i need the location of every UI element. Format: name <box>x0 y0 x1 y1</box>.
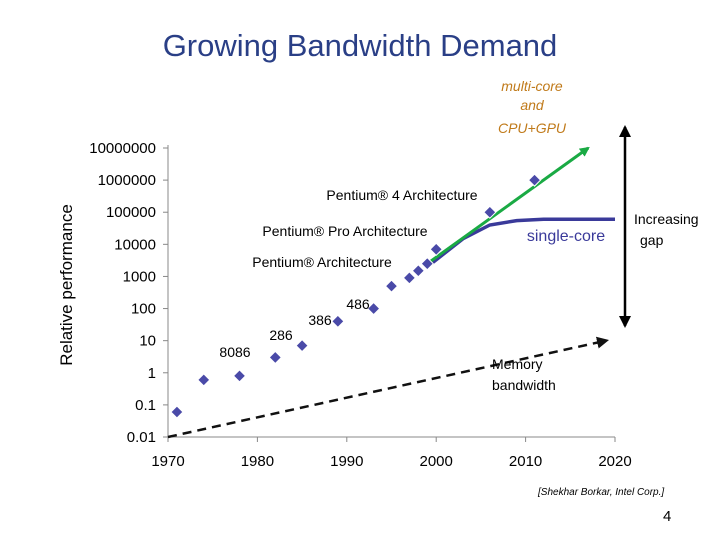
memory-bandwidth-label-1: Memory <box>492 356 543 372</box>
data-point-marker <box>402 271 417 285</box>
increasing-gap-label-2: gap <box>640 232 664 248</box>
data-point-marker <box>411 264 426 278</box>
pentium4-label: Pentium® 4 Architecture <box>326 187 477 203</box>
page-number: 4 <box>663 508 672 525</box>
chip-386-label: 386 <box>308 312 332 328</box>
chip-8086-label: 8086 <box>219 344 250 360</box>
y-tick-label: 10000000 <box>89 140 156 157</box>
chip-286-label: 286 <box>269 327 293 343</box>
citation: [Shekhar Borkar, Intel Corp.] <box>538 487 665 498</box>
data-point-marker <box>420 256 434 271</box>
data-point-marker <box>331 314 345 329</box>
y-tick-label: 100000 <box>106 204 156 221</box>
data-point-marker <box>429 242 443 257</box>
y-axis-label: Relative performance <box>57 204 76 366</box>
y-tick-label: 1000000 <box>98 172 156 189</box>
y-tick-label: 10000 <box>114 236 156 253</box>
y-tick-label: 0.01 <box>127 429 156 446</box>
data-point-marker <box>268 350 282 365</box>
data-point-marker <box>197 373 211 387</box>
y-tick-label: 10 <box>139 333 156 350</box>
data-point-marker <box>483 205 497 219</box>
multicore-arrow <box>426 146 590 265</box>
x-tick-label: 2000 <box>420 453 453 470</box>
y-tick-label: 1000 <box>123 268 156 285</box>
x-tick-label: 1990 <box>330 453 363 470</box>
x-tick-label: 1980 <box>241 453 274 470</box>
chip-486-label: 486 <box>346 296 370 312</box>
increasing-gap-label-1: Increasing <box>634 211 699 227</box>
memory-bandwidth-label-2: bandwidth <box>492 377 556 393</box>
y-tick-label: 100 <box>131 301 156 318</box>
data-point-marker <box>527 173 542 187</box>
multicore-label-3: CPU+GPU <box>498 120 567 136</box>
x-tick-label: 1970 <box>151 453 184 470</box>
data-point-marker <box>232 369 247 383</box>
multicore-label-2: and <box>520 97 545 113</box>
pentium-label: Pentium® Architecture <box>252 254 392 270</box>
single-core-label: single-core <box>527 228 605 245</box>
y-tick-label: 1 <box>148 365 156 382</box>
data-point-marker <box>170 405 184 419</box>
multicore-label-1: multi-core <box>501 78 563 94</box>
data-point-marker <box>295 338 309 353</box>
data-point-marker <box>384 279 399 293</box>
pentium-pro-label: Pentium® Pro Architecture <box>262 223 427 239</box>
x-tick-label: 2020 <box>598 453 631 470</box>
data-point-marker <box>366 301 381 316</box>
slide-title: Growing Bandwidth Demand <box>162 28 558 63</box>
x-tick-label: 2010 <box>509 453 542 470</box>
y-tick-label: 0.1 <box>135 397 156 414</box>
